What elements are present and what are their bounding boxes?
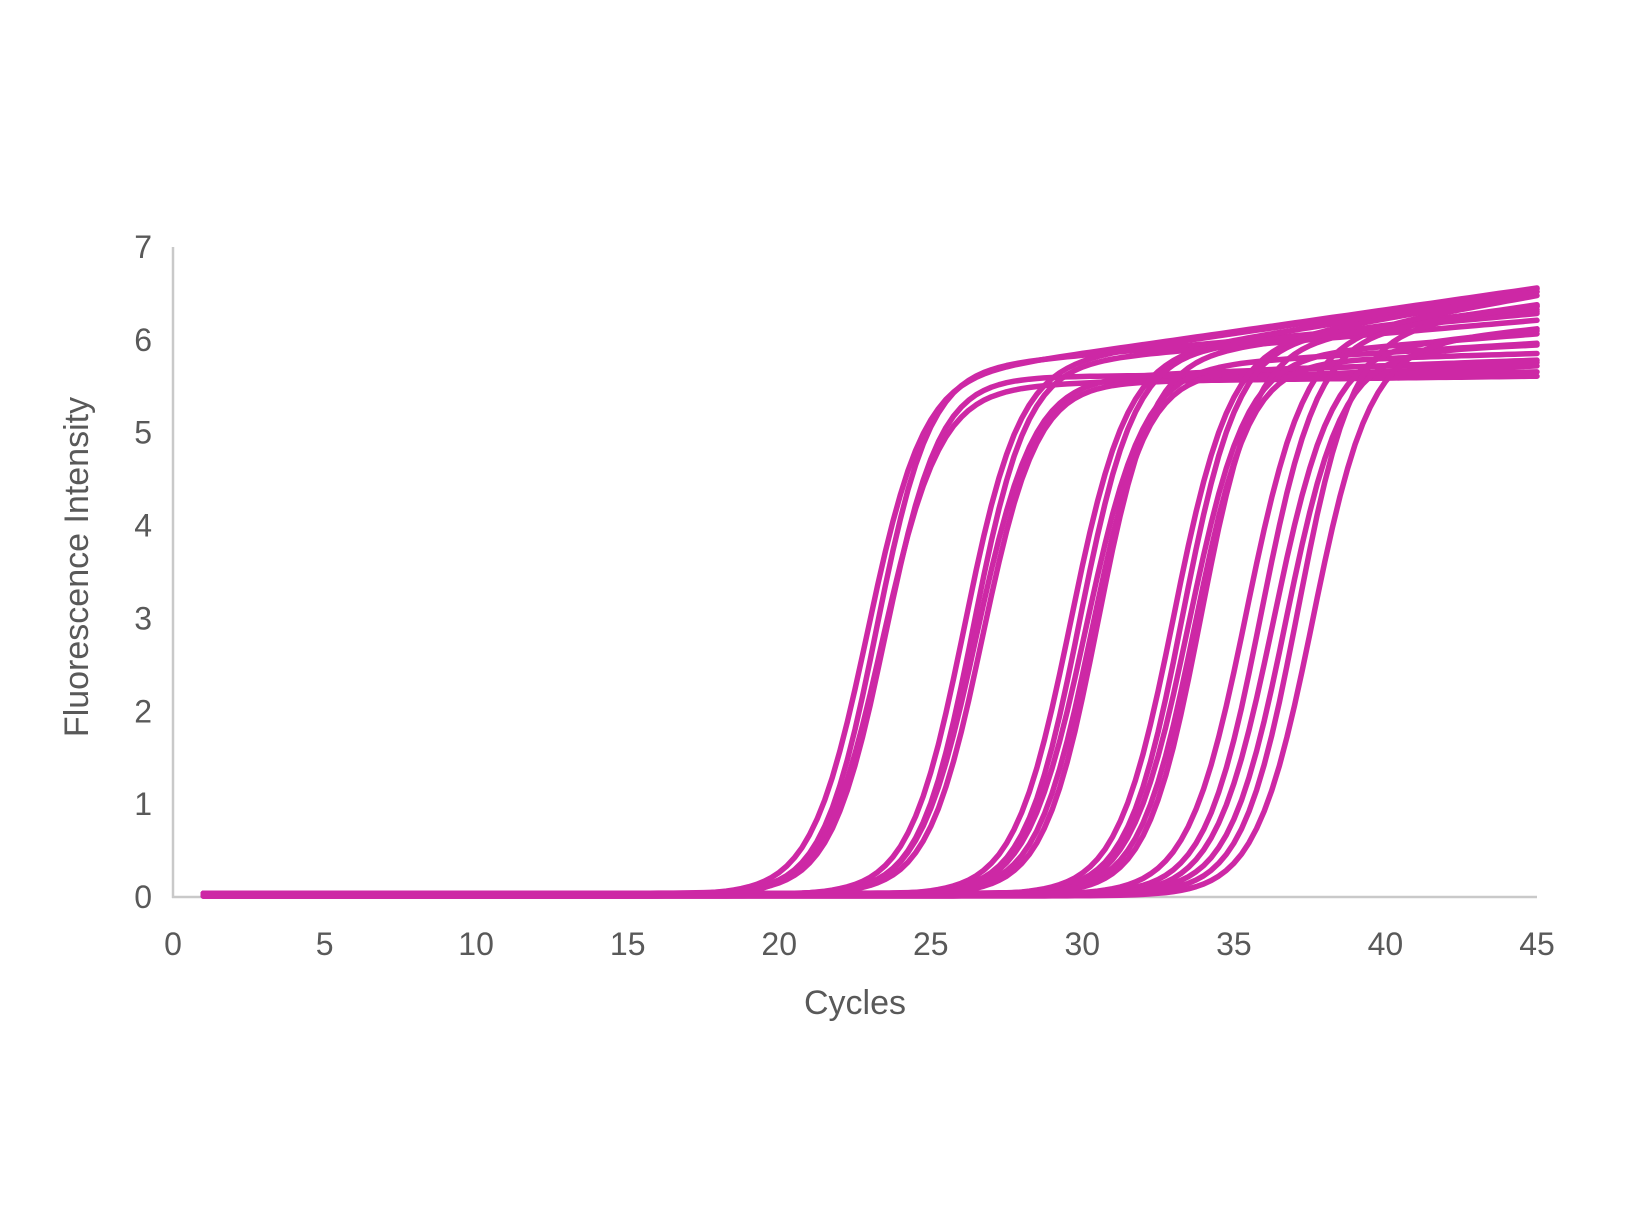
y-axis-title: Fluorescence Intensity (58, 397, 96, 737)
y-tick-label: 3 (134, 600, 152, 636)
x-tick-label: 0 (164, 926, 182, 962)
y-tick-label: 1 (134, 786, 152, 822)
x-tick-label: 20 (761, 926, 797, 962)
amplification-curve-dilution-group-4 (200, 301, 1540, 898)
y-tick-label: 2 (134, 693, 152, 729)
x-tick-label: 5 (316, 926, 334, 962)
x-tick-label: 30 (1065, 926, 1101, 962)
amplification-curve-dilution-group-5 (200, 303, 1540, 897)
x-tick-label: 45 (1519, 926, 1555, 962)
y-tick-labels: 0 1 2 3 4 5 6 7 (134, 229, 152, 915)
amplification-curve-dilution-group-5 (200, 292, 1540, 898)
y-tick-label: 5 (134, 415, 152, 451)
x-tick-label: 25 (913, 926, 949, 962)
x-tick-label: 35 (1216, 926, 1252, 962)
amplification-curve-dilution-group-5 (200, 326, 1540, 899)
amplification-curve-dilution-group-3 (200, 288, 1540, 898)
y-tick-label: 7 (134, 229, 152, 265)
x-tick-labels: 0 5 10 15 20 25 30 35 40 45 (164, 926, 1555, 962)
amplification-curve-dilution-group-4 (200, 289, 1540, 898)
y-tick-label: 4 (134, 508, 152, 544)
amplification-curve-dilution-group-2 (200, 373, 1540, 897)
amplification-curve-dilution-group-5 (200, 302, 1540, 898)
amplification-curve-dilution-group-4 (200, 303, 1540, 897)
x-tick-label: 10 (458, 926, 494, 962)
x-tick-label: 40 (1368, 926, 1404, 962)
x-tick-label: 15 (610, 926, 646, 962)
amplification-curves (200, 285, 1540, 899)
y-tick-label: 6 (134, 322, 152, 358)
x-axis-title: Cycles (804, 984, 906, 1022)
y-tick-label: 0 (134, 879, 152, 915)
